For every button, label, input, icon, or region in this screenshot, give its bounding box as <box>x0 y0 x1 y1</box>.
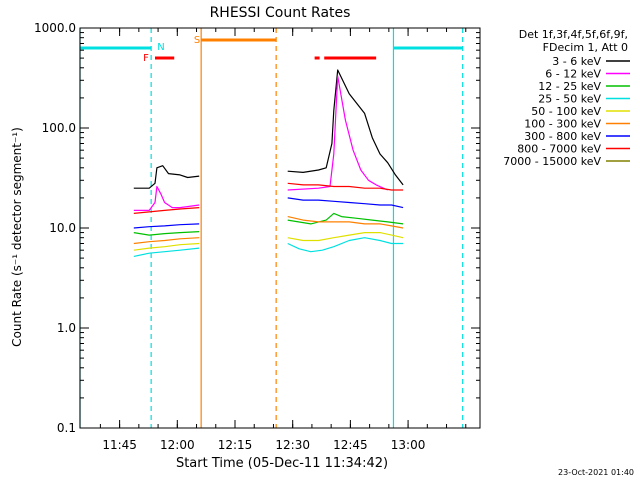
series-line-6-0 <box>133 223 200 229</box>
timestamp: 23-Oct-2021 01:40 <box>558 468 634 477</box>
series-line-2-1 <box>287 212 404 225</box>
legend-label: 800 - 7000 keV <box>517 143 601 156</box>
legend: Det 1f,3f,4f,5f,6f,9f, FDecim 1, Att 0 3… <box>503 28 630 168</box>
y-tick-label: 10.0 <box>49 221 76 235</box>
series-line-3-1 <box>287 237 404 253</box>
axes: 0.1 1.0 10.0 100.0 1000.0 11:45 12:00 12:15 12:3… <box>34 21 480 452</box>
x-tick-label: 12:45 <box>333 438 368 452</box>
interval-label-s: S <box>194 35 200 46</box>
x-tick-label: 13:00 <box>391 438 426 452</box>
legend-header-line-1: Det 1f,3f,4f,5f,6f,9f, <box>519 28 628 41</box>
series-line-3-0 <box>133 247 200 257</box>
series-line-1-1 <box>287 75 388 191</box>
series-line-0-1 <box>287 69 404 186</box>
y-tick-label: 1000.0 <box>34 21 76 35</box>
x-axis-label: Start Time (05-Dec-11 11:34:42) <box>176 456 388 471</box>
series-line-4-0 <box>133 242 200 251</box>
series-line-7-0 <box>133 207 200 214</box>
x-tick-label: 12:30 <box>275 438 310 452</box>
plot-area: NF S <box>79 28 464 428</box>
legend-header-line-2: FDecim 1, Att 0 <box>543 41 628 54</box>
series-line-6-1 <box>287 197 404 209</box>
y-tick-label: 100.0 <box>42 121 76 135</box>
legend-label: 300 - 800 keV <box>524 130 601 143</box>
legend-label: 50 - 100 keV <box>531 105 601 118</box>
x-tick-label: 11:45 <box>102 438 137 452</box>
legend-label: 25 - 50 keV <box>538 93 601 106</box>
series-line-2-0 <box>133 231 200 236</box>
legend-label: 12 - 25 keV <box>538 80 601 93</box>
chart-title: RHESSI Count Rates <box>210 5 351 21</box>
interval-label-f: F <box>143 53 149 64</box>
interval-label-n: N <box>157 42 164 53</box>
series-line-7-1 <box>287 182 404 191</box>
series-line-5-1 <box>287 216 404 229</box>
series-line-5-0 <box>133 237 200 245</box>
legend-label: 6 - 12 keV <box>545 68 601 81</box>
series-line-4-1 <box>287 232 404 242</box>
legend-label: 7000 - 15000 keV <box>503 155 601 168</box>
series-line-1-0 <box>133 185 200 211</box>
y-tick-label: 1.0 <box>57 321 76 335</box>
x-tick-label: 12:15 <box>218 438 253 452</box>
series-line-0-0 <box>133 165 200 189</box>
x-tick-label: 12:00 <box>160 438 195 452</box>
y-axis-label: Count Rate (s⁻¹ detector segment⁻¹) <box>10 127 24 347</box>
legend-label: 100 - 300 keV <box>524 118 601 131</box>
y-tick-label: 0.1 <box>57 421 76 435</box>
legend-label: 3 - 6 keV <box>552 55 601 68</box>
